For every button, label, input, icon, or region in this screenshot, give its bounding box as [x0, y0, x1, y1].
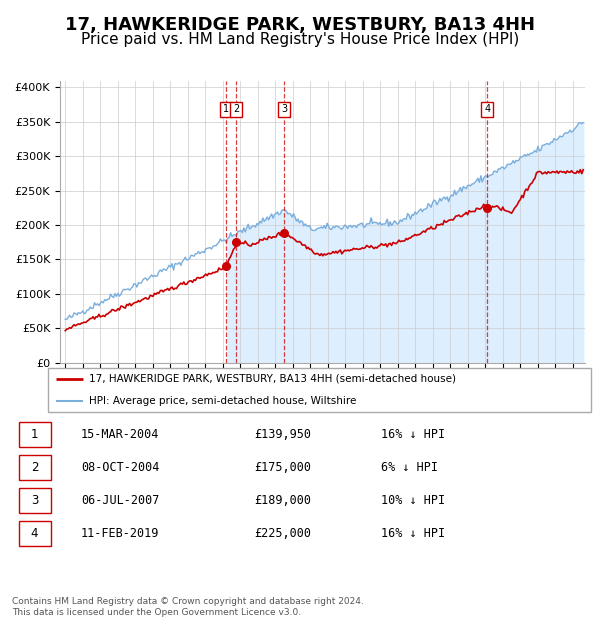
- Text: 3: 3: [31, 494, 38, 507]
- FancyBboxPatch shape: [19, 455, 50, 480]
- Text: 11-FEB-2019: 11-FEB-2019: [81, 527, 160, 540]
- FancyBboxPatch shape: [19, 488, 50, 513]
- FancyBboxPatch shape: [48, 368, 591, 412]
- Text: 2: 2: [233, 105, 239, 115]
- Text: 6% ↓ HPI: 6% ↓ HPI: [380, 461, 437, 474]
- Text: £225,000: £225,000: [254, 527, 311, 540]
- Text: 1: 1: [223, 105, 229, 115]
- Text: 2: 2: [31, 461, 38, 474]
- Text: 16% ↓ HPI: 16% ↓ HPI: [380, 527, 445, 540]
- Text: 16% ↓ HPI: 16% ↓ HPI: [380, 428, 445, 441]
- Text: 4: 4: [484, 105, 490, 115]
- Text: £175,000: £175,000: [254, 461, 311, 474]
- Text: 06-JUL-2007: 06-JUL-2007: [81, 494, 160, 507]
- Text: 15-MAR-2004: 15-MAR-2004: [81, 428, 160, 441]
- Text: 1: 1: [31, 428, 38, 441]
- Text: £189,000: £189,000: [254, 494, 311, 507]
- Text: 17, HAWKERIDGE PARK, WESTBURY, BA13 4HH: 17, HAWKERIDGE PARK, WESTBURY, BA13 4HH: [65, 16, 535, 34]
- Text: Contains HM Land Registry data © Crown copyright and database right 2024.
This d: Contains HM Land Registry data © Crown c…: [12, 598, 364, 617]
- Text: 3: 3: [281, 105, 287, 115]
- Text: Price paid vs. HM Land Registry's House Price Index (HPI): Price paid vs. HM Land Registry's House …: [81, 32, 519, 47]
- Text: 10% ↓ HPI: 10% ↓ HPI: [380, 494, 445, 507]
- Text: £139,950: £139,950: [254, 428, 311, 441]
- Text: 17, HAWKERIDGE PARK, WESTBURY, BA13 4HH (semi-detached house): 17, HAWKERIDGE PARK, WESTBURY, BA13 4HH …: [89, 374, 456, 384]
- Text: 08-OCT-2004: 08-OCT-2004: [81, 461, 160, 474]
- FancyBboxPatch shape: [19, 422, 50, 448]
- Text: 4: 4: [31, 527, 38, 540]
- FancyBboxPatch shape: [19, 521, 50, 546]
- Text: HPI: Average price, semi-detached house, Wiltshire: HPI: Average price, semi-detached house,…: [89, 396, 356, 406]
